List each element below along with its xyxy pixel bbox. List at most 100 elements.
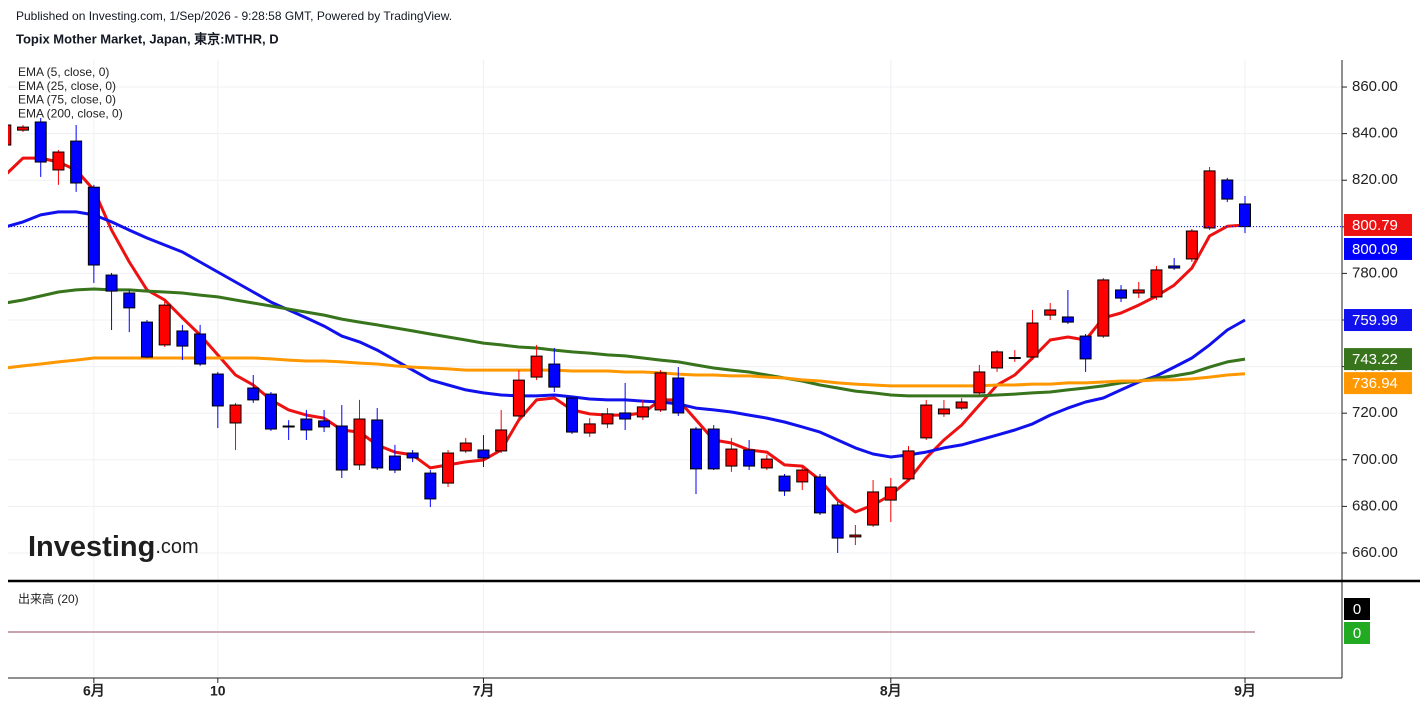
- candle-body: [442, 452, 455, 484]
- candle-body: [1115, 289, 1128, 299]
- candle-body: [335, 425, 348, 471]
- candle-body: [495, 429, 508, 452]
- candle-body: [973, 371, 986, 394]
- x-tick-label: 8月: [880, 683, 902, 699]
- candle-body: [1221, 179, 1234, 200]
- candle-body: [1132, 289, 1145, 294]
- candle-body: [619, 412, 632, 420]
- candle-body: [1044, 309, 1057, 316]
- candle-body: [760, 458, 773, 469]
- x-tick-label: 10: [210, 683, 226, 699]
- candle-body: [1168, 265, 1181, 269]
- volume-ma-value: 0: [1353, 625, 1361, 642]
- candle-body: [566, 397, 579, 433]
- candle-body: [1097, 279, 1110, 337]
- candle-body: [87, 186, 100, 266]
- price-label-box: [1344, 213, 1412, 236]
- volume-label: 出来高 (20): [18, 591, 79, 606]
- y-tick-label: 660.00: [1352, 544, 1398, 561]
- candle-body: [813, 476, 826, 514]
- candle-body: [1061, 316, 1074, 323]
- candle-body: [1203, 170, 1216, 229]
- y-tick-label: 820.00: [1352, 171, 1398, 188]
- candle-body: [229, 404, 242, 424]
- ema-line: [8, 156, 1246, 514]
- candle-body: [689, 428, 702, 470]
- price-label: 743.22: [1352, 351, 1398, 368]
- candle-body: [459, 442, 472, 452]
- y-tick-label: 840.00: [1352, 125, 1398, 142]
- candle-body: [1150, 269, 1163, 298]
- candle-body: [34, 121, 47, 163]
- candle-body: [884, 486, 897, 501]
- published-note: Published on Investing.com, 1/Sep/2026 -…: [16, 9, 452, 23]
- candle-body: [8, 124, 12, 146]
- candle-body: [105, 274, 118, 292]
- candle-body: [406, 452, 419, 459]
- candle-body: [796, 469, 809, 483]
- ema-line: [8, 287, 1246, 398]
- candle-body: [123, 292, 136, 309]
- price-label-box: [1344, 348, 1412, 371]
- candle-body: [672, 377, 685, 414]
- candle-body: [955, 401, 968, 409]
- legend-entry: EMA (200, close, 0): [18, 106, 123, 120]
- candle-body: [158, 304, 171, 346]
- candle-body: [477, 449, 490, 459]
- candle-body: [388, 455, 401, 471]
- candle-body: [318, 420, 331, 428]
- candle-body: [778, 475, 791, 492]
- legend-entry: EMA (25, close, 0): [18, 79, 116, 93]
- candle-body: [194, 333, 207, 365]
- candle-body: [264, 393, 277, 430]
- candle-body: [176, 330, 189, 347]
- candle-body: [707, 428, 720, 470]
- price-label-box: [1344, 309, 1412, 332]
- candle-body: [353, 418, 366, 466]
- volume-value: 0: [1353, 601, 1361, 618]
- price-label-box: [1344, 372, 1412, 395]
- candle-body: [902, 450, 915, 480]
- price-label: 800.79: [1352, 217, 1398, 234]
- candle-body: [140, 321, 153, 358]
- candle-body: [211, 373, 224, 407]
- candle-body: [424, 472, 437, 500]
- candle-body: [1185, 230, 1198, 260]
- candle-body: [831, 504, 844, 539]
- candle-body: [1008, 357, 1021, 360]
- y-tick-label: 700.00: [1352, 451, 1398, 468]
- plot-area: [8, 118, 1251, 553]
- candle-body: [849, 534, 862, 538]
- candle-body: [654, 372, 667, 411]
- candle-body: [991, 351, 1004, 369]
- legend-entry: EMA (75, close, 0): [18, 93, 116, 107]
- candle-body: [247, 387, 260, 401]
- logo-main: Investing: [28, 531, 155, 563]
- candle-body: [937, 408, 950, 415]
- y-tick-label: 860.00: [1352, 78, 1398, 95]
- price-label: 759.99: [1352, 312, 1398, 329]
- legend-entry: EMA (5, close, 0): [18, 65, 109, 79]
- candle-body: [371, 419, 384, 469]
- candle-body: [725, 448, 738, 467]
- x-tick-label: 9月: [1234, 683, 1256, 699]
- price-label: 736.94: [1352, 375, 1398, 392]
- x-tick-label: 7月: [473, 683, 495, 699]
- x-tick-label: 6月: [83, 683, 105, 699]
- candle-body: [636, 406, 649, 418]
- candle-body: [1079, 335, 1092, 360]
- volume-label-box: [1344, 598, 1370, 620]
- candle-body: [548, 363, 561, 388]
- grid: [8, 60, 1342, 678]
- candle-body: [601, 413, 614, 425]
- candle-body: [17, 126, 30, 131]
- symbol-title: Topix Mother Market, Japan, 東京:MTHR, D: [16, 31, 279, 46]
- volume-label-box: [1344, 622, 1370, 644]
- candle-body: [867, 491, 880, 526]
- candle-body: [583, 423, 596, 434]
- candle-body: [743, 449, 756, 467]
- price-label: 800.09: [1352, 241, 1398, 258]
- candle-body: [530, 355, 543, 378]
- candle-body: [70, 140, 83, 184]
